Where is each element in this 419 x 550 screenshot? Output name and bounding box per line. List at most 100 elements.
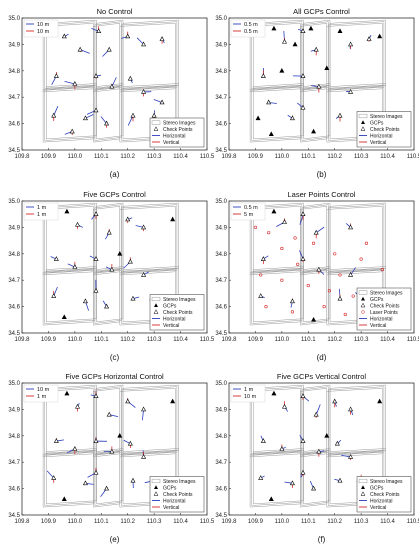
x-tick-label: 110.3 — [147, 337, 162, 343]
legend-gcp-swatch — [154, 303, 158, 307]
check-point-marker — [61, 33, 67, 39]
stereo-image-footprint — [93, 206, 121, 276]
x-tick-label: 109.9 — [41, 519, 57, 525]
y-tick-label: 34.8 — [215, 69, 227, 75]
legend-label-gcp: GCPs — [370, 297, 384, 303]
y-tick-label: 35.0 — [215, 16, 227, 22]
check-point-marker — [260, 256, 266, 261]
scale-horizontal-label: 0.5 m — [244, 22, 258, 28]
x-tick-label: 110.1 — [94, 337, 109, 343]
y-tick-label: 34.8 — [8, 252, 20, 258]
stereo-image-footprint — [303, 19, 331, 90]
check-point-marker — [337, 477, 343, 483]
laser-point-marker — [364, 241, 369, 245]
x-tick-label: 110.2 — [327, 519, 342, 525]
legend-label-horizontal: Horizontal — [370, 498, 393, 504]
x-tick-label: 109.9 — [41, 337, 57, 343]
stereo-image-footprint — [251, 449, 303, 506]
y-tick-label: 34.6 — [8, 305, 20, 311]
legend-box — [149, 117, 205, 148]
legend-label-horizontal: Horizontal — [370, 133, 393, 139]
y-tick-label: 34.9 — [215, 225, 227, 231]
y-tick-label: 34.5 — [215, 148, 227, 154]
legend-label-check: Check Points — [370, 127, 400, 133]
legend-check-swatch — [153, 309, 159, 314]
laser-point-marker — [351, 294, 355, 298]
check-point-marker — [130, 477, 136, 483]
x-tick-label: 110.4 — [380, 154, 395, 160]
legend-label-horizontal: Horizontal — [163, 133, 186, 139]
gcp-marker — [308, 25, 314, 31]
stereo-image-footprint — [44, 84, 96, 141]
check-point-marker — [282, 219, 287, 224]
x-tick-label: 109.8 — [14, 337, 30, 343]
stereo-image-footprint — [44, 204, 96, 274]
stereo-image-footprint — [44, 21, 96, 91]
stereo-image-footprint — [42, 86, 94, 143]
scale-vertical-label: 1 m — [37, 394, 47, 400]
y-tick-label: 34.8 — [215, 434, 227, 440]
gcp-marker — [311, 317, 317, 322]
stereo-image-footprint — [251, 386, 303, 456]
y-tick-label: 35.0 — [215, 381, 227, 387]
legend-gcp-swatch — [154, 485, 158, 489]
check-point-marker — [300, 28, 306, 34]
stereo-image-footprint — [122, 202, 179, 273]
gcp-marker — [377, 33, 383, 39]
gcp-marker — [271, 25, 277, 31]
y-tick-label: 34.9 — [215, 407, 227, 413]
stereo-image-footprint — [122, 384, 179, 455]
x-tick-label: 110.5 — [407, 519, 419, 525]
legend-check-swatch — [153, 126, 159, 131]
scale-vertical-label: 5 m — [244, 212, 254, 218]
check-point-marker — [348, 271, 354, 277]
stereo-image-footprint — [300, 388, 328, 458]
horizontal-error-vector — [315, 404, 321, 415]
gcp-marker — [311, 128, 317, 134]
stereo-image-footprint — [253, 448, 304, 505]
x-tick-label: 110.3 — [147, 154, 162, 160]
panel-caption: (b) — [317, 170, 327, 179]
stereo-image-footprint — [96, 384, 124, 455]
check-point-marker — [300, 73, 306, 78]
scale-vertical-label: 0.5 m — [244, 29, 258, 35]
stereo-image-footprint — [119, 206, 176, 276]
check-point-marker — [313, 229, 319, 235]
legend-stereo-swatch — [358, 290, 368, 295]
stereo-image-footprint — [96, 19, 124, 90]
horizontal-error-vector — [136, 37, 144, 45]
check-point-marker — [266, 99, 272, 105]
horizontal-error-vector — [153, 99, 163, 103]
laser-point-marker — [290, 310, 295, 314]
stereo-image-footprint — [329, 384, 386, 455]
check-point-marker — [72, 81, 78, 86]
laser-point-marker — [343, 312, 347, 317]
gcp-marker — [271, 208, 277, 214]
check-point-marker — [106, 411, 112, 417]
x-tick-label: 110.0 — [68, 519, 83, 525]
y-tick-label: 34.6 — [215, 122, 227, 128]
check-point-marker — [366, 36, 372, 41]
laser-point-marker — [296, 262, 300, 266]
check-point-marker — [125, 33, 131, 39]
check-point-marker — [300, 469, 306, 475]
stereo-image-footprint — [328, 204, 385, 274]
check-point-marker — [93, 438, 99, 443]
stereo-image-footprint — [121, 21, 178, 91]
stereo-image-footprint — [328, 386, 385, 456]
check-point-marker — [127, 75, 133, 81]
scale-horizontal-label: 10 m — [37, 387, 50, 393]
check-point-marker — [93, 107, 99, 113]
legend-label-stereo: Stereo Images — [163, 297, 196, 303]
check-point-marker — [127, 258, 133, 264]
stereo-image-footprint — [328, 21, 385, 91]
check-point-marker — [51, 293, 57, 298]
scale-vertical-label: 1 m — [37, 212, 47, 218]
x-tick-label: 110.1 — [94, 519, 109, 525]
scale-horizontal-label: 1 m — [244, 387, 254, 393]
gcp-marker — [377, 398, 383, 404]
x-tick-label: 110.3 — [354, 519, 369, 525]
y-tick-label: 34.8 — [8, 434, 20, 440]
legend-check-swatch — [360, 491, 366, 496]
